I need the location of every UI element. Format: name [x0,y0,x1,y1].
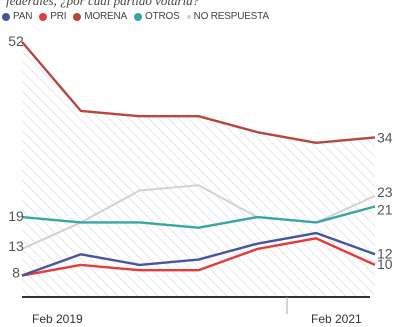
value-label: 13 [8,238,24,254]
legend-item-pri: PRI [39,11,67,22]
legend-swatch [2,12,10,21]
legend-swatch [134,12,143,21]
value-label: 8 [12,265,20,281]
x-tick-label: Feb 2019 [32,312,83,326]
series-lines [21,41,376,277]
value-label: 23 [377,184,393,200]
legend-item-morena: MORENA [73,11,127,22]
legend-item-otros: OTROS [134,11,180,22]
value-label: 52 [8,33,24,49]
legend-label: PRI [50,11,67,22]
legend-swatch [73,12,82,21]
legend-label: PAN [13,11,33,22]
value-label: 21 [377,201,393,217]
series-line-pri [21,237,376,277]
series-line-pan [21,231,376,277]
legend-label: MORENA [84,11,128,22]
legend-item-pan: PAN [2,11,32,22]
legend: PAN PRI MORENA OTROS NO RESPUESTA [2,11,269,22]
legend-swatch [39,12,48,21]
series-line-morena [21,41,376,144]
chart-subtitle: federales, ¿por cuál partido votaría? [6,0,200,8]
hatch-area-fill [22,41,375,297]
value-label: 10 [377,256,393,272]
series-line-otros [21,205,376,229]
x-tick-label: Feb 2021 [311,312,362,326]
value-label: 12 [377,245,393,261]
x-axis: Feb 2019 Feb 2021 [22,296,370,326]
legend-label: OTROS [145,11,180,22]
value-label: 19 [8,208,24,224]
legend-label: NO RESPUESTA [193,11,269,22]
legend-swatch [186,14,191,19]
legend-item-no-respuesta: NO RESPUESTA [186,11,269,22]
value-label: 34 [377,129,393,145]
hatch-area [22,41,375,297]
